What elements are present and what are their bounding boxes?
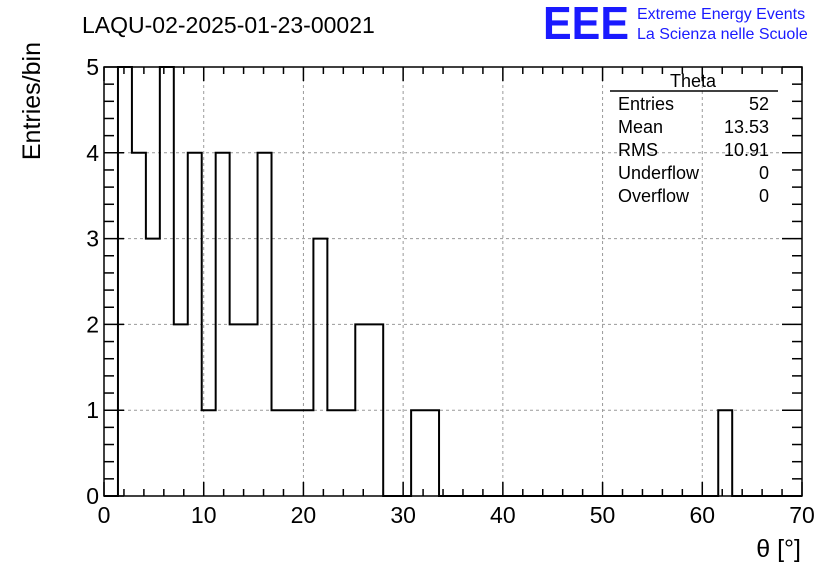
histogram-bar <box>313 239 327 496</box>
y-tick-label: 0 <box>86 483 99 509</box>
x-tick-label: 30 <box>390 502 416 528</box>
stats-row-value: 0 <box>759 186 769 206</box>
stats-row-label: Entries <box>618 94 674 114</box>
stats-box-title: Theta <box>670 71 717 91</box>
axis-ticks <box>103 66 803 497</box>
histogram-bar <box>146 239 160 496</box>
x-tick-label: 60 <box>689 502 715 528</box>
y-axis-label: Entries/bin <box>18 42 46 160</box>
y-tick-label: 2 <box>86 311 99 337</box>
stats-row-label: Overflow <box>618 186 690 206</box>
histogram-bar <box>411 410 439 496</box>
plot-frame <box>103 66 803 497</box>
histogram-bar <box>327 410 355 496</box>
x-tick-label: 70 <box>789 502 815 528</box>
histogram-bar <box>216 153 230 496</box>
histogram-bar <box>174 324 188 496</box>
x-tick-label: 50 <box>590 502 616 528</box>
y-tick-label: 4 <box>86 140 99 166</box>
logo-line-2: La Scienza nelle Scuole <box>637 26 808 43</box>
stats-row-value: 10.91 <box>724 140 769 160</box>
eee-logo: EEE Extreme Energy Events La Scienza nel… <box>543 0 808 49</box>
x-tick-label: 40 <box>490 502 516 528</box>
x-tick-label: 10 <box>191 502 217 528</box>
stats-row-value: 13.53 <box>724 117 769 137</box>
histogram-bar <box>160 67 174 496</box>
plot-border <box>103 66 803 497</box>
histogram-bar <box>118 67 132 496</box>
grid-lines <box>104 67 802 496</box>
stats-row-label: Mean <box>618 117 663 137</box>
stats-row-value: 0 <box>759 163 769 183</box>
y-tick-label: 1 <box>86 397 99 423</box>
stats-box: Theta Entries 52 Mean 13.53 RMS 10.91 Underflo… <box>610 71 778 206</box>
chart-title: LAQU-02-2025-01-23-00021 <box>82 12 375 38</box>
stats-row-label: RMS <box>618 140 658 160</box>
y-tick-label: 5 <box>86 54 99 80</box>
tick-labels: 0 10 20 30 40 50 60 70 0 1 2 3 4 5 <box>86 54 815 528</box>
logo-line-1: Extreme Energy Events <box>637 6 805 23</box>
x-tick-label: 20 <box>291 502 317 528</box>
x-axis-label: θ [°] <box>756 535 801 563</box>
stats-row-value: 52 <box>749 94 769 114</box>
histogram-series <box>104 66 802 497</box>
histogram-bar <box>258 153 272 496</box>
y-tick-label: 3 <box>86 226 99 252</box>
histogram-outline <box>104 66 802 497</box>
histogram-bar <box>272 410 314 496</box>
x-tick-label: 0 <box>98 502 111 528</box>
logo-mark: EEE <box>543 0 629 49</box>
stats-row-label: Underflow <box>618 163 700 183</box>
histogram-bar <box>718 410 732 496</box>
